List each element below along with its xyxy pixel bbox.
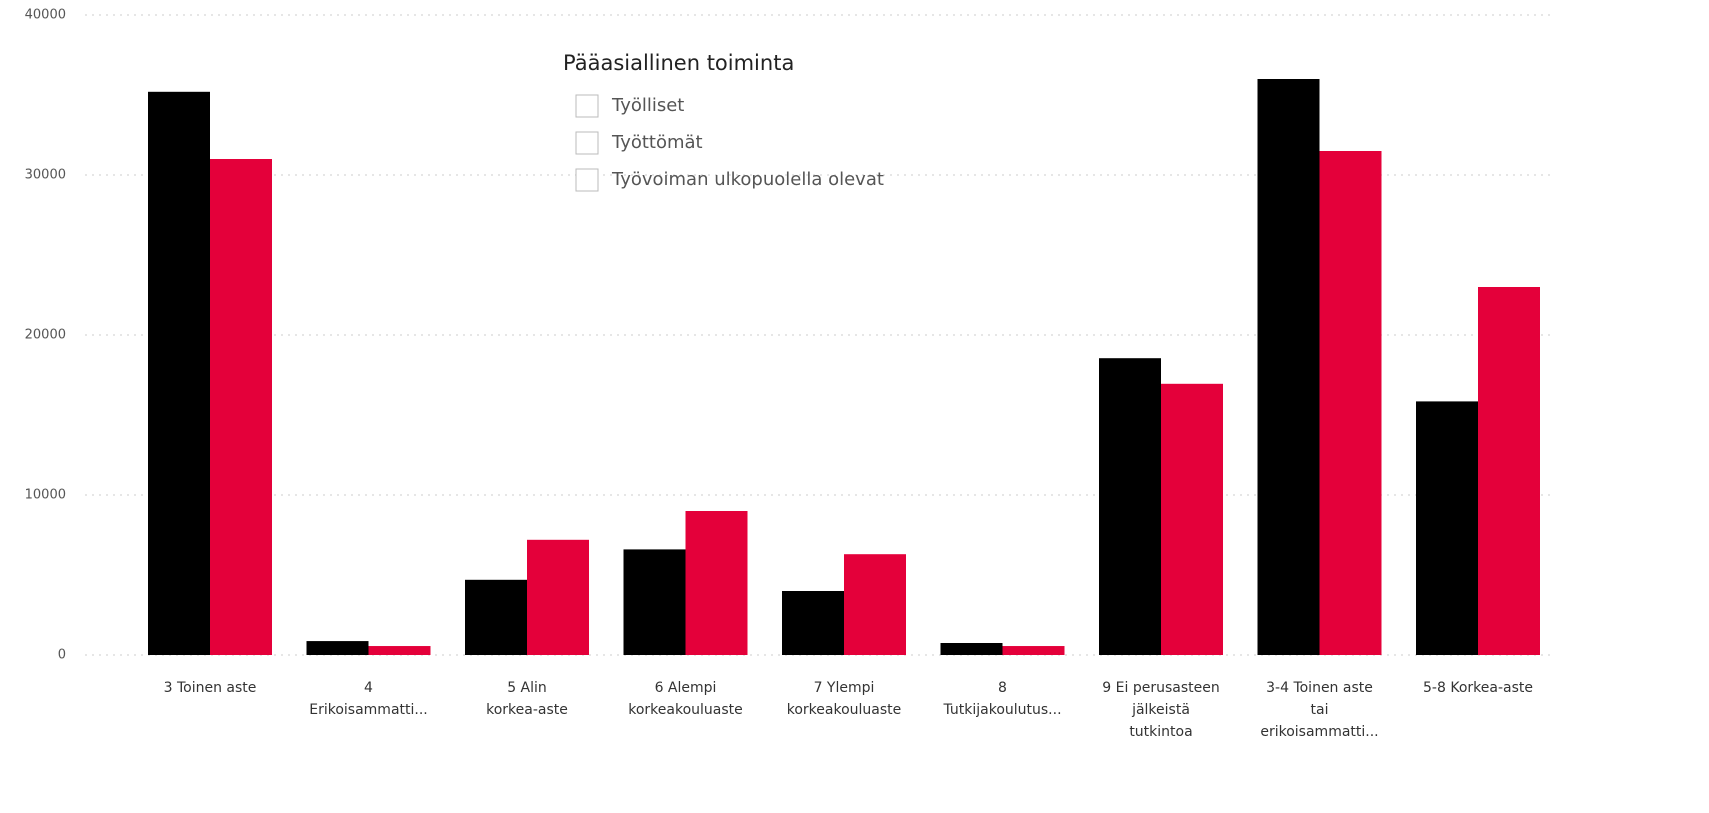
x-tick-label: 6 Alempi [655,680,717,696]
x-tick-label: korkeakouluaste [787,702,902,718]
bar [685,511,748,655]
legend-checkbox [575,168,599,192]
bar [1478,287,1540,655]
bar [1416,401,1478,655]
legend-title: Pääasiallinen toiminta [563,51,794,75]
bar [210,159,272,655]
y-tick-label: 0 [58,648,66,663]
bar [1099,358,1161,655]
x-tick-label: jälkeistä [1131,702,1190,718]
bar [940,643,1003,655]
bar [465,579,527,655]
bar [148,91,210,656]
legend-label: Työvoiman ulkopuolella olevat [611,169,884,190]
x-tick-label: korkeakouluaste [628,702,743,718]
legend-label: Työlliset [611,95,684,116]
bar [844,554,906,655]
x-tick-label: 7 Ylempi [814,680,875,696]
bar [1257,79,1320,655]
x-tick-label: 4 [364,680,373,696]
bar [623,549,686,655]
x-tick-label: Tutkijakoulutus... [942,702,1061,718]
bar [368,646,431,655]
y-tick-label: 40000 [25,8,66,23]
x-tick-label: 5 Alin [507,680,547,696]
x-tick-label: tai [1311,702,1329,718]
legend-label: Työttömät [611,132,703,153]
bar [782,591,844,655]
bar [1002,646,1065,655]
x-tick-label: 9 Ei perusasteen [1102,680,1219,696]
bar [1161,383,1223,655]
y-tick-label: 20000 [25,328,66,343]
x-tick-label: 8 [998,680,1007,696]
y-tick-label: 30000 [25,168,66,183]
bar [527,539,589,655]
legend-checkbox [575,94,599,118]
bar [1319,151,1382,655]
y-tick-label: 10000 [25,488,66,503]
bar [306,641,369,655]
x-tick-label: Erikoisammatti... [309,702,428,718]
legend-checkbox [575,131,599,155]
x-tick-label: korkea-aste [486,702,568,718]
x-tick-label: tutkintoa [1129,724,1192,740]
x-tick-label: 3-4 Toinen aste [1266,680,1373,696]
x-tick-label: erikoisammatti... [1260,724,1378,740]
x-tick-label: 5-8 Korkea-aste [1423,680,1533,696]
x-tick-label: 3 Toinen aste [164,680,257,696]
